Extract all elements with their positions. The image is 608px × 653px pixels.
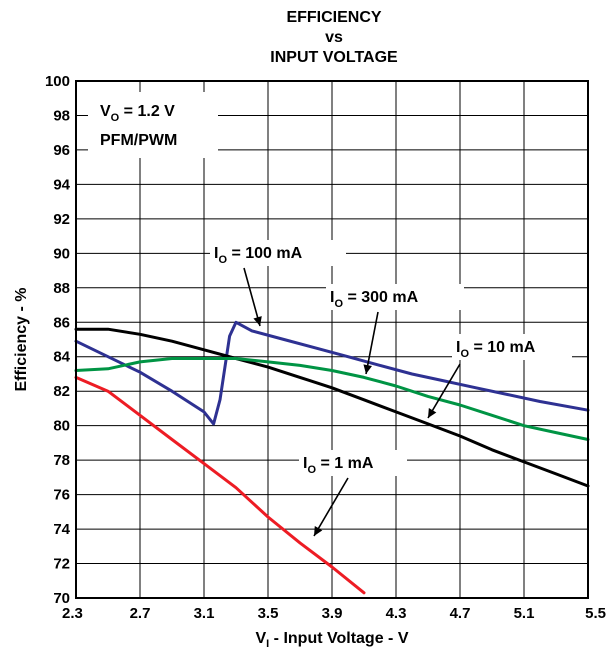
label-1ma-subscript: O xyxy=(307,464,316,476)
label-10ma: IO = 10 mA xyxy=(452,334,572,360)
label-300ma: IO = 300 mA xyxy=(326,284,464,310)
y-tick-label: 74 xyxy=(53,521,70,538)
chart-title-line-3: INPUT VOLTAGE xyxy=(270,49,398,66)
label-300ma-subscript: O xyxy=(334,298,343,310)
plot-frame xyxy=(75,80,589,599)
y-tick-label: 100 xyxy=(45,73,70,90)
condition-mode-main: PFM/PWM xyxy=(100,132,177,149)
pointer-10ma xyxy=(427,363,461,419)
pointer-100ma-shaft xyxy=(243,267,261,327)
label-100ma-background xyxy=(210,240,346,266)
x-tick-label: 3.9 xyxy=(322,605,343,622)
pointer-1ma xyxy=(313,477,349,537)
y-tick-label: 92 xyxy=(53,211,70,228)
x-tick-label: 5.5 xyxy=(585,605,606,622)
label-10ma-text: IO = 10 mA xyxy=(456,339,536,360)
label-1ma: IO = 1 mA xyxy=(299,450,407,476)
x-axis-label-main: V xyxy=(256,630,267,647)
y-tick-label: 88 xyxy=(53,280,70,297)
x-tick-label: 4.3 xyxy=(386,605,407,622)
y-tick-label: 84 xyxy=(53,349,70,366)
label-1ma-main: I xyxy=(303,455,307,472)
x-tick-label: 2.3 xyxy=(62,605,83,622)
x-axis-ticks: 2.3 2.7 3.1 3.5 3.9 4.3 4.7 5.1 5.5 xyxy=(62,605,606,622)
label-100ma-subscript: O xyxy=(218,254,227,266)
x-tick-label: 2.7 xyxy=(130,605,151,622)
label-1ma-rest: = 1 mA xyxy=(316,455,374,472)
condition-mode: PFM/PWM xyxy=(100,132,177,149)
label-100ma-text: IO = 100 mA xyxy=(214,245,303,266)
y-tick-label: 96 xyxy=(53,142,70,159)
condition-vo: VO = 1.2 V xyxy=(100,103,175,124)
pointer-300ma-shaft xyxy=(365,311,379,375)
pointer-1ma-shaft xyxy=(313,477,349,537)
conditions-background xyxy=(88,92,218,158)
series-line-10ma xyxy=(74,357,590,441)
condition-vo-rest: = 1.2 V xyxy=(119,103,175,120)
label-300ma-text: IO = 300 mA xyxy=(330,289,419,310)
x-tick-label: 4.7 xyxy=(450,605,471,622)
condition-vo-main: V xyxy=(100,103,111,120)
label-100ma: IO = 100 mA xyxy=(210,240,346,266)
pointer-10ma-shaft xyxy=(427,363,461,419)
y-tick-label: 70 xyxy=(53,590,70,607)
chart-title-line-2: vs xyxy=(325,29,343,46)
y-tick-label: 94 xyxy=(53,176,70,193)
label-1ma-text: IO = 1 mA xyxy=(303,455,374,476)
label-300ma-background xyxy=(326,284,464,310)
y-tick-label: 90 xyxy=(53,245,70,262)
label-100ma-rest: = 100 mA xyxy=(227,245,303,262)
y-axis-label: Efficiency - % xyxy=(13,287,30,391)
x-tick-label: 5.1 xyxy=(514,605,535,622)
pointer-100ma-head xyxy=(253,316,262,326)
label-300ma-rest: = 300 mA xyxy=(343,289,419,306)
label-10ma-main: I xyxy=(456,339,460,356)
y-tick-label: 98 xyxy=(53,107,70,124)
label-10ma-rest: = 10 mA xyxy=(469,339,536,356)
series-lines xyxy=(74,320,590,595)
y-tick-label: 76 xyxy=(53,487,70,504)
label-100ma-main: I xyxy=(214,245,218,262)
series-line-100ma xyxy=(74,320,590,426)
y-axis-ticks: 70 72 74 76 78 80 82 84 86 88 90 92 94 96 98 100 xyxy=(45,73,71,607)
pointer-100ma xyxy=(243,267,262,327)
condition-vo-text: VO = 1.2 V xyxy=(100,103,175,124)
chart-title: EFFICIENCY vs INPUT VOLTAGE xyxy=(270,9,398,66)
y-tick-label: 80 xyxy=(53,418,70,435)
x-axis-label-subscript: I xyxy=(266,638,269,650)
series-line-1ma xyxy=(74,375,366,595)
x-axis-label-rest: - Input Voltage - V xyxy=(269,630,409,647)
condition-mode-text: PFM/PWM xyxy=(100,132,177,149)
label-10ma-background xyxy=(452,334,572,360)
label-1ma-background xyxy=(299,450,407,476)
y-tick-label: 78 xyxy=(53,452,70,469)
pointer-1ma-head xyxy=(314,526,323,536)
condition-vo-subscript: O xyxy=(111,112,120,124)
series-line-300ma xyxy=(74,327,590,488)
chart-title-line-1: EFFICIENCY xyxy=(286,9,381,26)
y-tick-label: 86 xyxy=(53,314,70,331)
x-axis-label: VI - Input Voltage - V xyxy=(256,630,409,650)
y-tick-label: 72 xyxy=(53,556,70,573)
grid-lines xyxy=(76,81,588,598)
x-tick-label: 3.5 xyxy=(258,605,279,622)
x-tick-label: 3.1 xyxy=(194,605,215,622)
label-300ma-main: I xyxy=(330,289,334,306)
y-tick-label: 82 xyxy=(53,383,70,400)
pointer-300ma-head xyxy=(363,364,372,374)
label-10ma-subscript: O xyxy=(460,348,469,360)
pointer-300ma xyxy=(363,311,379,375)
pointer-10ma-head xyxy=(428,408,437,418)
